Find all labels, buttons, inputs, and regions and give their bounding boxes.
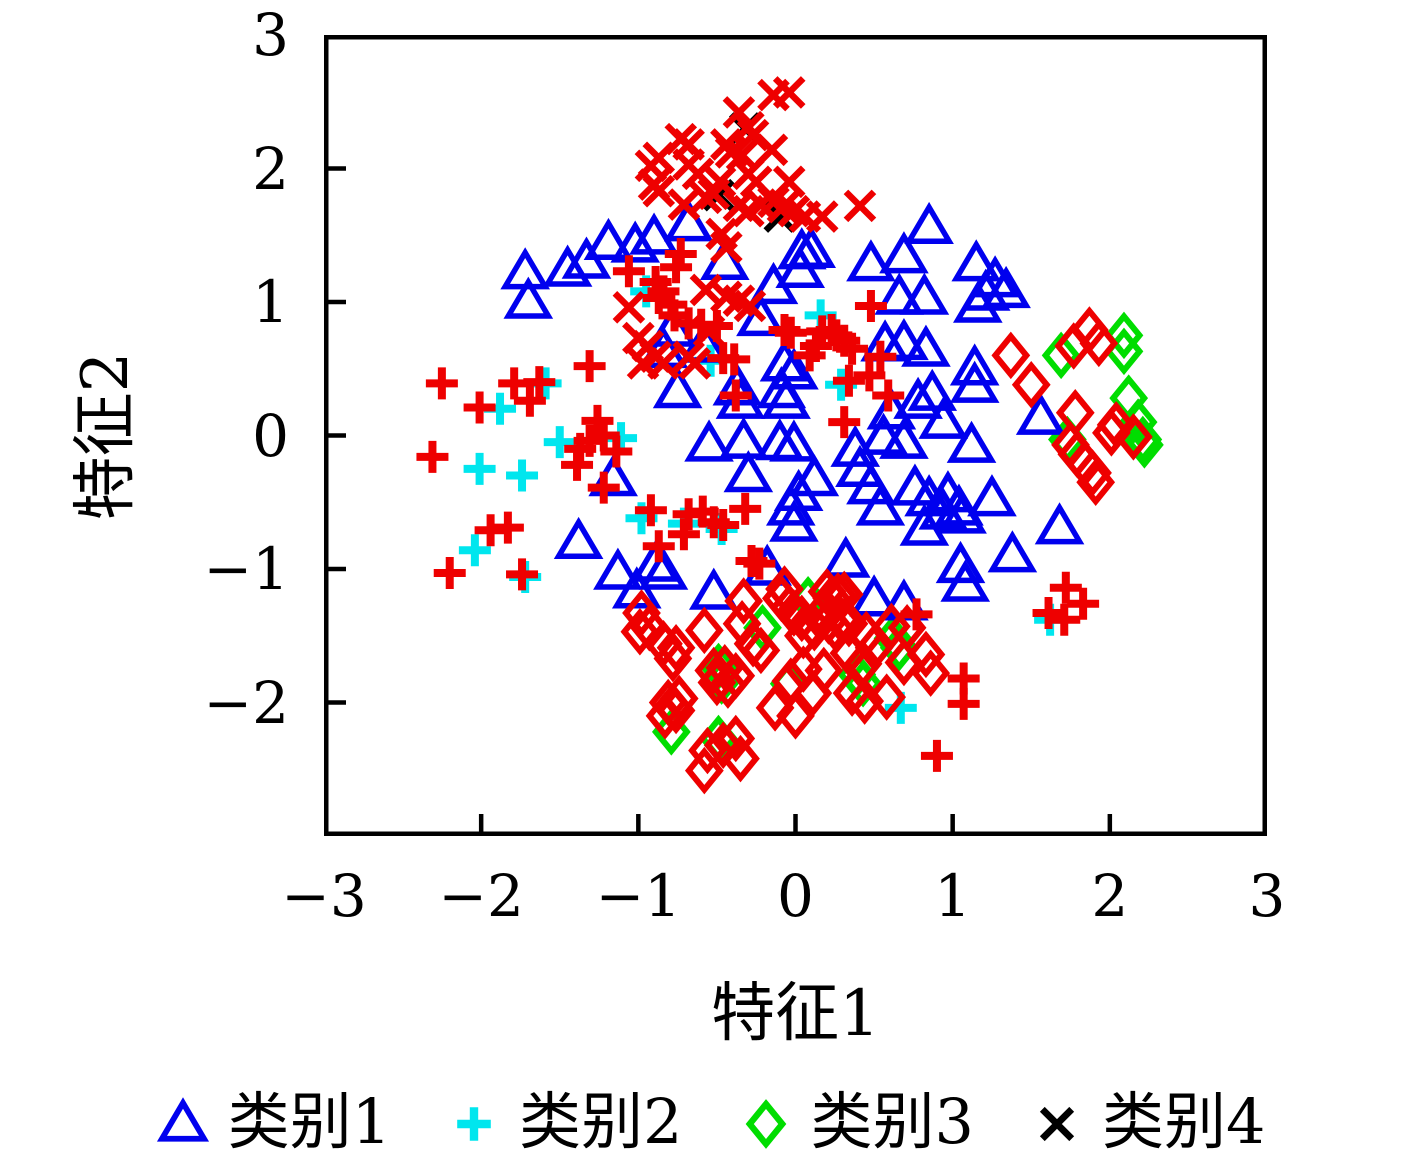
y-tick-label: 1: [252, 268, 289, 336]
y-axis-title: 特征2: [69, 351, 143, 521]
legend-item-4: 类别4: [1026, 1082, 1265, 1162]
y-tick-label: 2: [252, 134, 289, 203]
series-red-crosses: [612, 76, 877, 380]
y-tick-label: 0: [252, 401, 289, 470]
series-category1-blue-triangles: [500, 199, 1085, 621]
legend: 类别1 类别2 类别3 类别4: [0, 1082, 1417, 1162]
tick-marks: [324, 166, 1113, 836]
plus-icon: [457, 1107, 491, 1141]
x-tick-label: −1: [595, 862, 682, 930]
plot-canvas: [324, 35, 1267, 836]
y-tick-label: −2: [203, 668, 290, 737]
x-tick-label: 2: [1091, 862, 1129, 930]
x-tick-label: 3: [1248, 862, 1286, 930]
x-tick-label: 0: [777, 862, 814, 930]
legend-label: 类别3: [810, 1085, 974, 1158]
y-tick-label: −1: [203, 535, 290, 603]
x-axis-tick-labels: −3 −2 −1 0 1 2 3: [281, 856, 1285, 936]
x-axis-title: 特征1: [711, 977, 880, 1051]
legend-item-2: 类别2: [443, 1082, 683, 1162]
plot-area: [324, 35, 1267, 836]
series-red-pluses: [416, 237, 1100, 772]
y-axis-tick-labels: 3 2 1 0 −1 −2: [60, 1, 305, 836]
cross-icon: [1039, 1106, 1075, 1142]
x-tick-label: 1: [934, 862, 972, 930]
legend-label: 类别1: [227, 1085, 392, 1158]
legend-item-3: 类别3: [735, 1082, 974, 1162]
y-tick-label: 3: [252, 1, 289, 69]
x-tick-label: −2: [438, 862, 524, 930]
legend-label: 类别4: [1101, 1085, 1266, 1158]
diamond-icon: [745, 1099, 786, 1149]
triangle-icon: [156, 1097, 209, 1142]
legend-item-1: 类别1: [152, 1082, 391, 1162]
series-category2-cyan-pluses: [458, 275, 1067, 724]
series-red-diamonds: [620, 306, 1153, 795]
legend-label: 类别2: [519, 1085, 683, 1158]
x-tick-label: −3: [281, 862, 367, 930]
